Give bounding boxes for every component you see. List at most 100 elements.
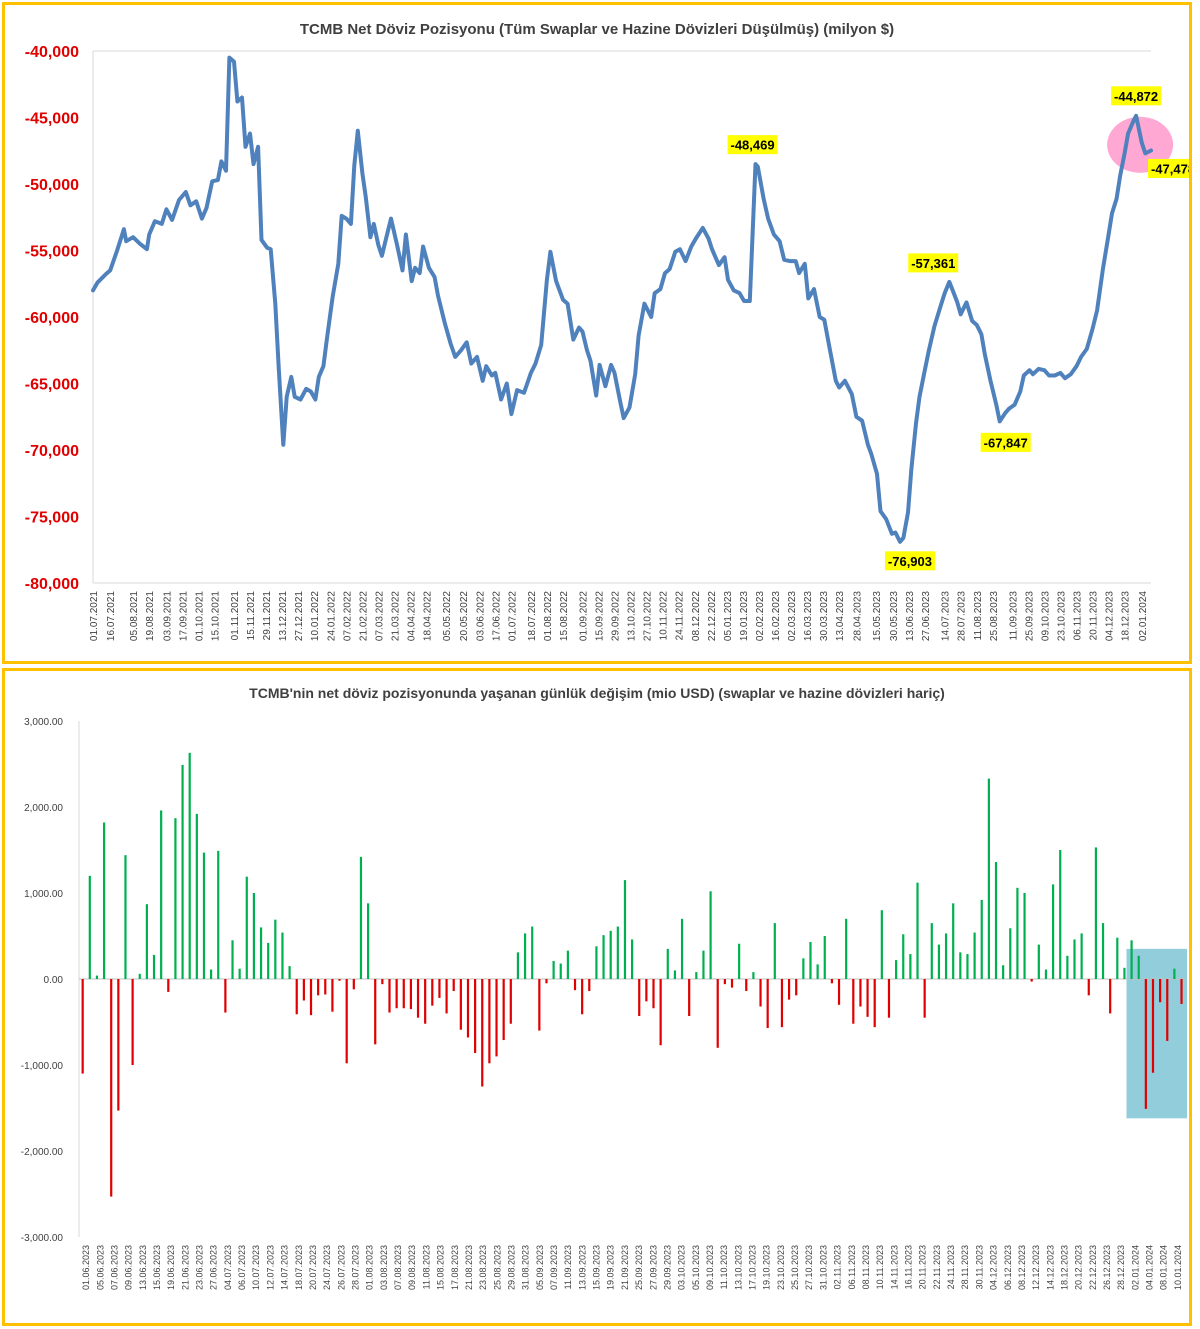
daily-change-bar bbox=[702, 950, 705, 979]
daily-change-bar bbox=[1094, 847, 1098, 979]
daily-change-bar bbox=[416, 979, 420, 1018]
daily-change-bar bbox=[181, 764, 184, 979]
daily-change-bar bbox=[1066, 955, 1069, 979]
x-tick-label: 01.10.2021 bbox=[194, 591, 205, 641]
x-tick-label: 22.12.2022 bbox=[707, 591, 718, 641]
daily-change-bar bbox=[666, 948, 669, 979]
x-tick-label: 18.12.2023 bbox=[1059, 1245, 1069, 1290]
x-tick-label: 25.08.2023 bbox=[492, 1245, 502, 1290]
x-tick-label: 19.08.2021 bbox=[145, 591, 156, 641]
daily-change-bar bbox=[966, 954, 969, 979]
x-tick-label: 15.09.2023 bbox=[592, 1245, 602, 1290]
last-days-highlight-box bbox=[1126, 948, 1187, 1119]
daily-change-bar bbox=[131, 979, 134, 1065]
x-tick-label: 31.10.2023 bbox=[818, 1245, 828, 1290]
data-label: -48,469 bbox=[730, 138, 774, 153]
daily-change-bar bbox=[160, 810, 163, 979]
x-tick-label: 21.09.2023 bbox=[620, 1245, 630, 1290]
x-tick-label: 12.07.2023 bbox=[265, 1245, 275, 1290]
x-tick-label: 10.11.2022 bbox=[659, 591, 670, 641]
x-tick-label: 23.06.2023 bbox=[195, 1245, 205, 1290]
daily-change-bar bbox=[167, 979, 170, 992]
daily-change-bar bbox=[880, 910, 883, 979]
x-tick-label: 28.07.2023 bbox=[351, 1245, 361, 1290]
daily-change-bar bbox=[1037, 944, 1040, 979]
daily-change-bar bbox=[709, 891, 712, 979]
x-tick-label: 04.12.2023 bbox=[1105, 591, 1116, 641]
x-tick-label: 14.12.2023 bbox=[1045, 1245, 1055, 1290]
daily-change-bar bbox=[866, 979, 869, 1017]
y-tick-label: -75,000 bbox=[25, 510, 79, 527]
daily-change-bar bbox=[830, 979, 833, 984]
x-tick-label: 30.05.2023 bbox=[889, 591, 900, 641]
daily-change-bar bbox=[317, 979, 320, 996]
x-tick-label: 19.06.2023 bbox=[166, 1245, 176, 1290]
data-label: -67,847 bbox=[984, 435, 1028, 450]
daily-change-bar bbox=[816, 964, 819, 979]
daily-change-bar bbox=[523, 933, 527, 979]
x-tick-label: 31.08.2023 bbox=[521, 1245, 531, 1290]
x-tick-label: 15.10.2021 bbox=[211, 591, 222, 641]
data-label: -57,361 bbox=[911, 256, 955, 271]
y-tick-label: 3,000.00 bbox=[24, 717, 63, 728]
daily-change-bar bbox=[638, 979, 641, 1016]
daily-change-bar bbox=[980, 899, 983, 979]
daily-change-bar bbox=[402, 979, 405, 1009]
x-tick-label: 23.10.2023 bbox=[1056, 591, 1067, 641]
daily-change-bar bbox=[1002, 965, 1005, 979]
daily-change-bar bbox=[395, 979, 398, 1009]
x-tick-label: 13.12.2021 bbox=[278, 591, 289, 641]
daily-change-bar bbox=[723, 979, 726, 985]
daily-change-bar bbox=[852, 979, 855, 1024]
x-tick-label: 29.11.2021 bbox=[262, 591, 273, 641]
net-position-series-line bbox=[91, 55, 1153, 544]
daily-change-bar bbox=[88, 875, 91, 979]
x-tick-label: 26.12.2023 bbox=[1102, 1245, 1112, 1290]
daily-change-bar bbox=[1116, 937, 1119, 979]
x-tick-label: 08.12.2023 bbox=[1017, 1245, 1027, 1290]
daily-change-bar bbox=[809, 942, 812, 979]
x-tick-label: 07.02.2022 bbox=[342, 591, 353, 641]
daily-change-bar bbox=[488, 979, 491, 1064]
x-tick-label: 04.01.2024 bbox=[1145, 1245, 1155, 1290]
daily-change-bar bbox=[545, 979, 548, 984]
daily-change-bar bbox=[1016, 887, 1019, 979]
daily-change-bar bbox=[952, 903, 955, 979]
daily-change-bar bbox=[331, 979, 334, 1012]
x-tick-label: 11.09.2023 bbox=[563, 1245, 573, 1289]
daily-change-bar bbox=[787, 979, 791, 1000]
x-tick-label: 14.07.2023 bbox=[941, 591, 952, 641]
x-tick-label: 05.06.2023 bbox=[95, 1245, 105, 1290]
daily-change-bar bbox=[110, 979, 113, 1197]
daily-change-bar bbox=[174, 818, 177, 979]
x-tick-label: 20.07.2023 bbox=[308, 1245, 318, 1290]
daily-change-bar bbox=[495, 979, 498, 1057]
data-label-background bbox=[727, 135, 778, 155]
daily-change-bar bbox=[188, 752, 191, 979]
daily-change-bar bbox=[1080, 933, 1083, 979]
daily-change-bar bbox=[680, 918, 684, 979]
daily-change-bar bbox=[124, 855, 127, 979]
daily-change-bar bbox=[409, 979, 412, 1010]
daily-change-bar bbox=[631, 939, 634, 979]
daily-change-bar bbox=[445, 979, 448, 1014]
y-tick-label: 2,000.00 bbox=[24, 803, 63, 814]
daily-change-bar bbox=[1059, 850, 1062, 979]
x-tick-label: 05.05.2022 bbox=[442, 591, 453, 641]
daily-change-bar bbox=[944, 933, 948, 979]
x-tick-label: 17.10.2023 bbox=[748, 1245, 758, 1290]
x-tick-label: 25.10.2023 bbox=[790, 1245, 800, 1290]
x-tick-label: 10.01.2022 bbox=[310, 591, 321, 641]
x-tick-label: 02.11.2023 bbox=[833, 1245, 843, 1289]
daily-change-bar bbox=[652, 979, 655, 1009]
x-tick-label: 19.10.2023 bbox=[762, 1245, 772, 1290]
data-label: -47,478 bbox=[1151, 161, 1189, 176]
x-tick-label: 02.01.2024 bbox=[1130, 1245, 1140, 1290]
daily-change-bar bbox=[359, 856, 363, 979]
x-tick-label: 24.11.2023 bbox=[946, 1245, 956, 1289]
daily-change-bar bbox=[338, 979, 341, 981]
daily-change-bar bbox=[730, 979, 734, 988]
daily-change-bar bbox=[1144, 979, 1147, 1109]
x-tick-label: 27.06.2023 bbox=[209, 1245, 219, 1290]
y-tick-label: -3,000.00 bbox=[21, 1233, 64, 1244]
